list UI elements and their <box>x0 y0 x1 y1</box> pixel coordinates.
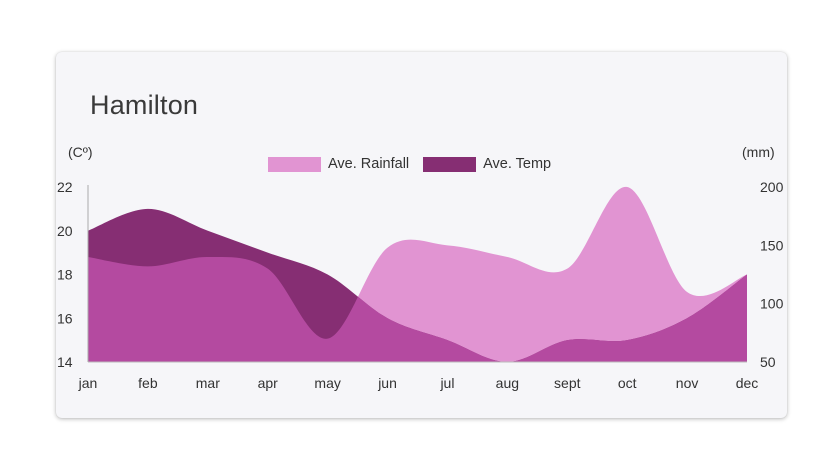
y-right-tick-label: 100 <box>760 296 784 312</box>
x-tick-label: oct <box>618 375 637 391</box>
legend-swatch-temp <box>423 156 477 172</box>
y-left-tick-label: 20 <box>57 223 73 239</box>
legend-label-temp: Ave. Temp <box>483 156 552 172</box>
x-tick-label: mar <box>196 375 220 391</box>
x-tick-label: feb <box>138 375 158 391</box>
x-tick-label: aug <box>496 375 519 391</box>
y-right-tick-label: 150 <box>760 237 784 253</box>
y-left-tick-label: 16 <box>57 310 73 326</box>
y-left-tick-label: 14 <box>57 354 73 370</box>
chart-title: Hamilton <box>90 90 199 120</box>
y-right-tick-label: 50 <box>760 354 776 370</box>
x-tick-label: dec <box>736 375 759 391</box>
x-tick-label: sept <box>554 375 581 391</box>
y-left-tick-label: 22 <box>57 179 73 195</box>
right-axis-unit: (mm) <box>742 144 775 160</box>
x-tick-label: jun <box>377 375 397 391</box>
chart-legend: Ave. Rainfall Ave. Temp <box>268 156 565 172</box>
y-left-tick-label: 18 <box>57 267 73 283</box>
legend-swatch-rainfall <box>268 156 321 172</box>
y-right-tick-label: 200 <box>760 179 784 195</box>
x-tick-label: jul <box>439 375 454 391</box>
x-tick-label: jan <box>78 375 98 391</box>
left-axis-unit: (Cº) <box>68 144 93 160</box>
x-tick-label: may <box>314 375 340 391</box>
legend-item-rainfall[interactable]: Ave. Rainfall <box>268 156 409 172</box>
legend-item-temp[interactable]: Ave. Temp <box>423 156 551 172</box>
x-tick-label: apr <box>258 375 279 391</box>
x-tick-label: nov <box>676 375 699 391</box>
legend-label-rainfall: Ave. Rainfall <box>328 156 410 172</box>
